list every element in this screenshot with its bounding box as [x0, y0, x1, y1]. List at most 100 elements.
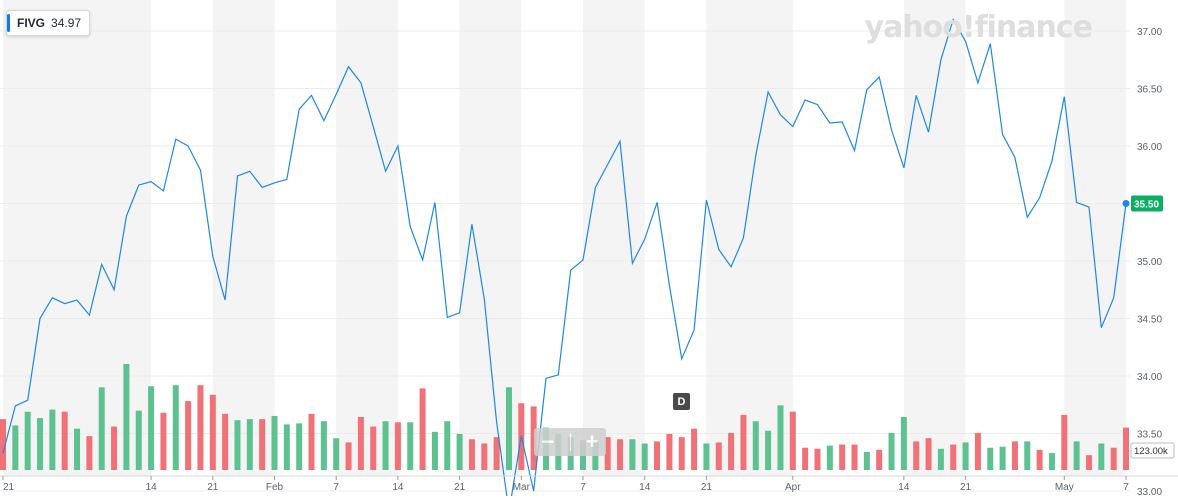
volume-bar	[12, 425, 19, 470]
x-axis: 211421Feb71421Mar71421Apr1421May714	[0, 475, 1178, 493]
volume-bar	[530, 406, 537, 470]
x-tick-label: 14	[898, 482, 910, 493]
x-tick-label: 14	[639, 482, 651, 493]
volume-bar	[185, 401, 192, 470]
volume-bars	[0, 364, 1129, 470]
volume-bar	[666, 433, 673, 470]
volume-bar	[135, 410, 142, 470]
month-band	[1064, 0, 1126, 476]
volume-bar	[703, 443, 710, 470]
last-price-tag-bg	[1131, 195, 1163, 212]
y-tick-label: 36.00	[1137, 142, 1162, 153]
volume-bar	[49, 409, 56, 470]
volume-bar	[678, 437, 685, 470]
volume-bar	[0, 419, 6, 470]
volume-bar	[505, 387, 512, 470]
zoom-in-button[interactable]: +	[585, 429, 599, 454]
volume-bar	[925, 438, 932, 470]
volume-bar	[431, 431, 438, 470]
zoom-control: − +	[534, 428, 606, 456]
volume-bar	[1048, 453, 1055, 470]
volume-bar	[888, 432, 895, 470]
x-tick-label: Apr	[785, 482, 801, 493]
month-band	[706, 0, 793, 476]
month-band	[336, 0, 398, 476]
y-tick-label: 33.00	[1137, 487, 1162, 496]
volume-bar	[974, 432, 981, 470]
volume-bar	[999, 446, 1006, 470]
month-band	[459, 0, 522, 476]
x-tick-label: 14	[392, 482, 404, 493]
volume-bar	[937, 448, 944, 470]
volume-bar	[765, 430, 772, 470]
volume-bar	[604, 437, 611, 470]
ticker-badge[interactable]: FIVG 34.97	[6, 10, 91, 36]
volume-bar	[740, 414, 747, 470]
x-tick-label: 21	[3, 482, 15, 493]
y-tick-label: 35.00	[1137, 257, 1162, 268]
volume-tag-text: 123.00k	[1134, 446, 1168, 457]
ticker-color-marker	[7, 14, 10, 32]
volume-bar	[641, 443, 648, 470]
volume-bar	[1061, 414, 1068, 470]
volume-tag: 123.00k	[1130, 442, 1175, 459]
volume-bar	[863, 451, 870, 470]
volume-bar	[345, 442, 352, 470]
month-band	[212, 0, 275, 476]
zoom-divider	[569, 433, 571, 451]
volume-bar	[691, 428, 698, 470]
volume-bar	[493, 437, 500, 470]
volume-bar	[1024, 441, 1031, 470]
last-price-tag: 35.50	[1131, 195, 1163, 212]
volume-bar	[86, 436, 93, 470]
volume-bar	[962, 442, 969, 470]
volume-bar	[37, 418, 44, 470]
y-tick-label: 34.00	[1137, 372, 1162, 383]
volume-bar	[394, 422, 401, 470]
volume-bar	[1098, 443, 1105, 470]
volume-bar	[913, 441, 920, 470]
price-series-line	[2, 17, 1127, 501]
volume-bar	[160, 412, 167, 470]
volume-bar	[246, 419, 253, 470]
volume-bar	[357, 417, 364, 470]
event-marker-d[interactable]: D	[673, 393, 690, 410]
month-band	[903, 0, 966, 476]
volume-bar	[222, 413, 229, 470]
volume-bar	[382, 421, 389, 470]
y-tick-label: 36.50	[1137, 85, 1162, 96]
volume-bar	[456, 433, 463, 470]
volume-bar	[802, 447, 809, 470]
volume-bar	[98, 387, 105, 470]
volume-bar	[481, 443, 488, 470]
y-tick-label: 37.00	[1137, 27, 1162, 38]
ticker-symbol: FIVG	[17, 16, 46, 30]
volume-bar	[419, 388, 426, 470]
volume-bar	[814, 448, 821, 470]
volume-bar	[468, 439, 475, 470]
volume-bar	[629, 439, 636, 470]
y-tick-label: 33.50	[1137, 430, 1162, 441]
volume-bar	[826, 445, 833, 470]
volume-bar	[654, 441, 661, 470]
volume-bar	[1036, 449, 1043, 470]
volume-bar	[728, 432, 735, 470]
volume-bar	[234, 420, 241, 470]
volume-bar	[271, 415, 278, 470]
x-tick-label: Feb	[266, 482, 284, 493]
price-line	[2, 17, 1130, 501]
ticker-price: 34.97	[51, 16, 82, 30]
zoom-out-button[interactable]: −	[541, 429, 555, 454]
volume-bar	[950, 444, 957, 470]
volume-bar	[74, 428, 81, 470]
x-tick-label: 7	[580, 482, 586, 493]
volume-bar	[987, 447, 994, 470]
volume-bar	[320, 421, 327, 470]
volume-bar	[24, 411, 31, 470]
x-tick-label: 14	[146, 482, 158, 493]
volume-bar	[900, 417, 907, 470]
x-tick-label: 7	[333, 482, 339, 493]
volume-bar	[370, 426, 377, 470]
